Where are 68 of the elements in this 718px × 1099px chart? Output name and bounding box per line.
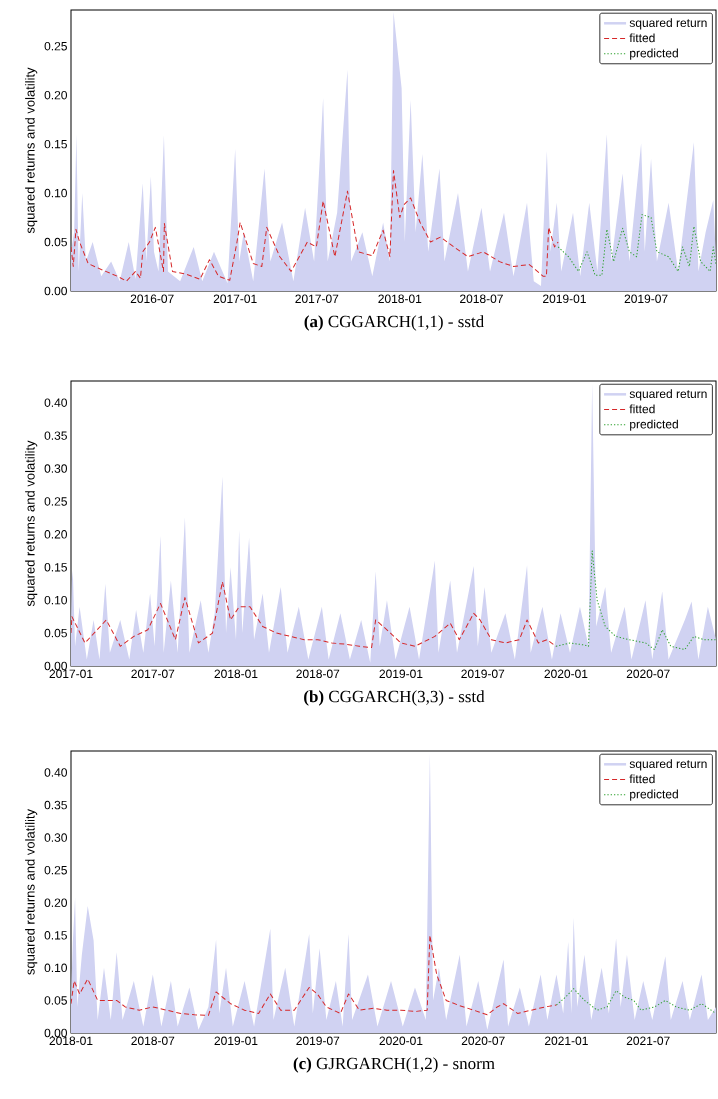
y-tick-label: 0.35 [44, 800, 67, 810]
text: (b) CGGARCH(3,3) - sstd [304, 690, 485, 706]
y-axis-title: squared returns and volatility [25, 440, 38, 607]
y-tick-label: 0.00 [44, 1028, 67, 1038]
y-tick-label: 0.35 [44, 431, 67, 440]
y-tick-label: 0.00 [44, 661, 67, 671]
x-tick-label: 2017-01 [213, 294, 257, 304]
line-series [71, 934, 557, 1016]
line-series [555, 550, 716, 651]
legend-label: predicted [630, 789, 678, 801]
x-tick-label: 2017-07 [295, 294, 339, 304]
text: (a) CGGARCH(1,1) - sstd [304, 315, 484, 331]
x-tick-label: 2020-01 [379, 1036, 423, 1046]
legend-label: fitted [629, 33, 655, 43]
x-tick-label: 2018-07 [131, 1036, 175, 1046]
legend-label: fitted [629, 774, 655, 784]
y-tick-label: 0.30 [44, 833, 67, 842]
line-series [557, 214, 716, 276]
legend-label: squared return [629, 389, 707, 401]
y-tick-label: 0.40 [44, 398, 67, 407]
y-tick-label: 0.05 [44, 237, 67, 247]
y-tick-label: 0.20 [44, 898, 67, 907]
y-tick-label: 0.05 [44, 628, 67, 638]
x-tick-label: 2017-07 [131, 669, 175, 679]
y-tick-label: 0.10 [44, 188, 67, 198]
y-axis-title: squared returns and volatility [25, 67, 38, 234]
x-tick-label: 2019-01 [543, 294, 586, 304]
x-tick-label: 2018-01 [378, 294, 422, 304]
y-tick-label: 0.25 [44, 41, 67, 51]
legend-label: squared return [629, 18, 707, 30]
x-tick-label: 2021-01 [544, 1036, 588, 1046]
x-tick-label: 2020-07 [626, 669, 670, 679]
y-tick-label: 0.25 [44, 865, 67, 875]
legend-label: fitted [629, 404, 655, 414]
legend-label: squared return [629, 759, 707, 771]
y-tick-label: 0.00 [44, 286, 67, 296]
y-tick-label: 0.05 [44, 996, 67, 1005]
x-tick-label: 2019-07 [296, 1036, 340, 1046]
x-tick-label: 2019-01 [379, 669, 423, 679]
x-tick-label: 2021-07 [626, 1036, 670, 1046]
x-tick-label: 2018-01 [214, 669, 258, 679]
y-tick-label: 0.25 [44, 497, 67, 506]
y-tick-label: 0.15 [44, 563, 67, 572]
y-tick-label: 0.10 [44, 963, 67, 973]
x-tick-label: 2019-01 [214, 1036, 258, 1046]
x-tick-label: 2018-07 [296, 669, 340, 679]
x-tick-label: 2020-07 [461, 1036, 505, 1046]
legend-label: predicted [630, 48, 678, 60]
x-tick-label: 2019-07 [624, 294, 668, 304]
x-tick-label: 2017-01 [49, 669, 93, 679]
x-tick-label: 2018-07 [460, 294, 503, 304]
y-tick-label: 0.30 [44, 464, 67, 473]
line-series [71, 581, 557, 649]
y-tick-label: 0.10 [44, 595, 67, 605]
y-axis-title: squared returns and volatility [25, 808, 38, 975]
y-tick-label: 0.15 [44, 139, 67, 149]
text: (c) GJRGARCH(1,2) - snorm [293, 1057, 495, 1073]
line-series [555, 988, 716, 1014]
y-tick-label: 0.15 [44, 931, 67, 940]
x-tick-label: 2019-07 [461, 669, 505, 679]
y-tick-label: 0.40 [44, 768, 67, 777]
x-tick-label: 2018-01 [49, 1036, 93, 1046]
x-tick-label: 2016-07 [130, 294, 174, 304]
y-tick-label: 0.20 [44, 530, 67, 539]
legend-label: predicted [630, 419, 678, 431]
y-tick-label: 0.20 [44, 90, 67, 100]
x-tick-label: 2020-01 [544, 669, 588, 679]
line-series [71, 170, 559, 282]
